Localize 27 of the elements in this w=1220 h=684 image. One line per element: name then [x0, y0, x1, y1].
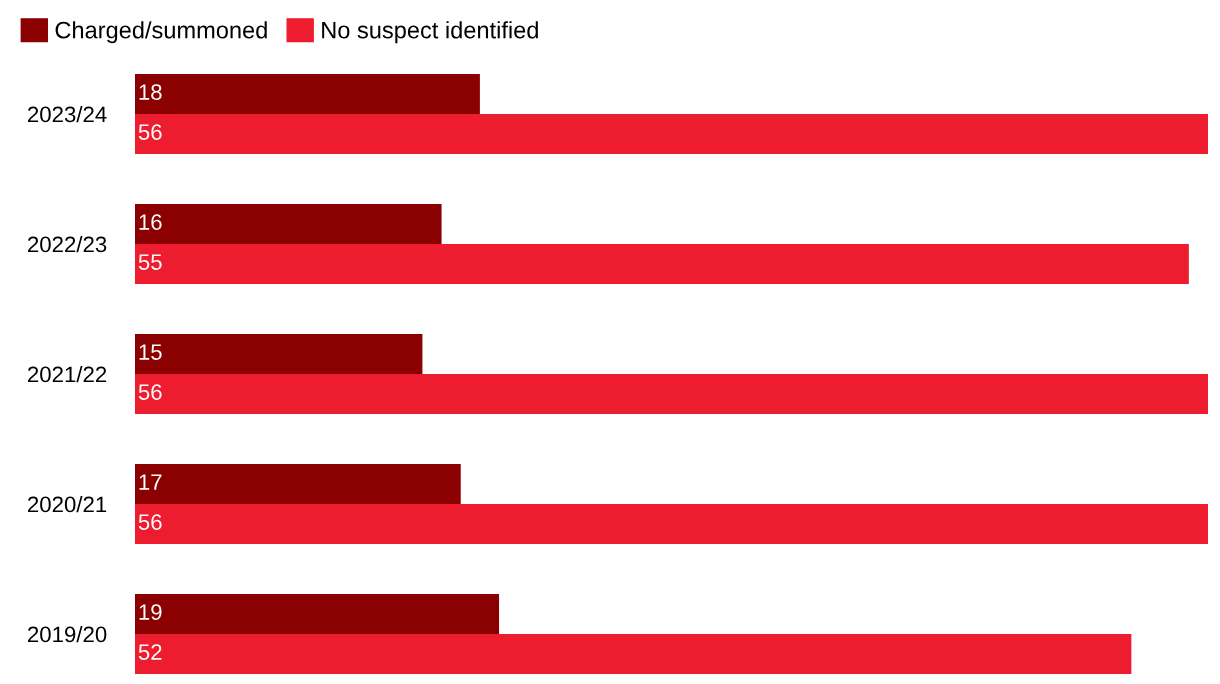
data-label: 16: [139, 214, 162, 230]
bar: [135, 114, 1208, 154]
data-label: 19: [139, 604, 162, 620]
data-label: 17: [139, 474, 162, 490]
bar: [135, 374, 1208, 414]
y-tick-label: 2019/20: [28, 625, 107, 643]
y-tick-label: 2022/23: [28, 235, 107, 253]
legend-label: No suspect identified: [322, 21, 538, 44]
data-label: 55: [138, 254, 162, 270]
data-label: 15: [139, 344, 162, 360]
data-label: 56: [138, 124, 162, 140]
y-tick-label: 2023/24: [28, 105, 107, 123]
data-label: 56: [138, 384, 162, 400]
bar: [135, 74, 480, 114]
data-label: 18: [139, 84, 162, 100]
legend-label: Charged/summoned: [55, 21, 267, 44]
bar: [135, 504, 1208, 544]
bar: [135, 204, 442, 244]
data-label: 52: [138, 644, 162, 660]
data-label: 56: [138, 514, 162, 530]
bar: [135, 244, 1189, 284]
y-tick-label: 2020/21: [28, 495, 107, 513]
y-tick-label: 2021/22: [28, 365, 107, 383]
bar: [135, 334, 423, 374]
bar: [135, 634, 1132, 674]
bar: [135, 464, 461, 504]
bar: [135, 594, 500, 634]
